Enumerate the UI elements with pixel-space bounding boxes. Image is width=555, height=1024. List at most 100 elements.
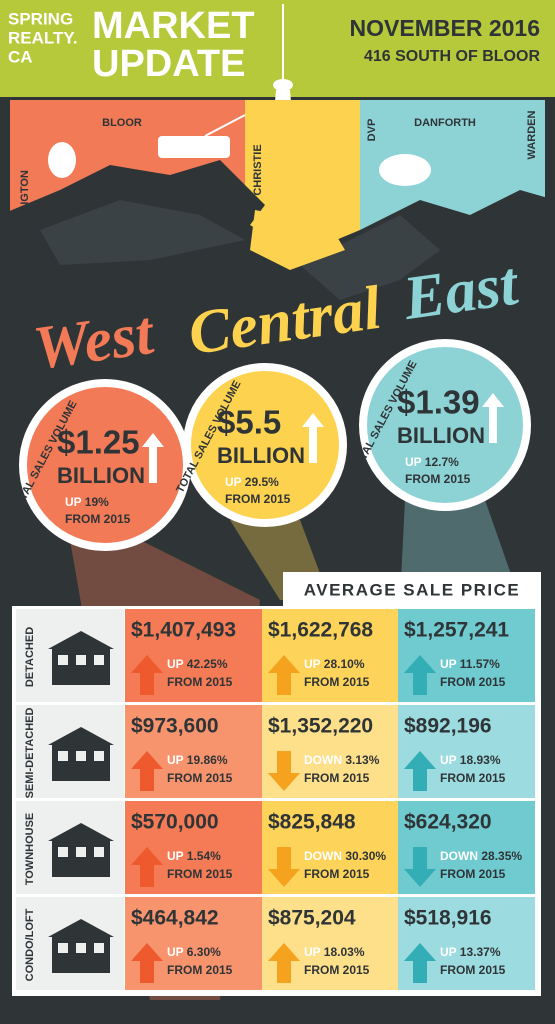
trend-arrow: [404, 751, 436, 791]
street-label: DANFORTH: [414, 117, 476, 129]
streetcar: [158, 136, 230, 158]
direction: UP: [440, 945, 457, 959]
price-since: FROM 2015: [167, 963, 233, 977]
price-change: DOWN 28.35%: [440, 849, 522, 863]
street-label: DVP: [366, 119, 378, 142]
table-title-box: [283, 572, 541, 608]
trend-arrow: [131, 847, 163, 887]
building-icon: [76, 751, 86, 761]
trend-arrow: [404, 847, 436, 887]
street-label: WARDEN: [526, 111, 538, 160]
price-change: DOWN 30.30%: [304, 849, 386, 863]
region-name: West: [29, 299, 158, 383]
map-bay: [250, 210, 345, 270]
trend-arrow: [268, 751, 300, 791]
change: 12.7%: [425, 455, 459, 469]
trend-arrow: [131, 655, 163, 695]
trend-arrow: [131, 943, 163, 983]
date: NOVEMBER 2016: [350, 15, 540, 41]
trend-arrow: [268, 847, 300, 887]
map-east: [360, 100, 545, 230]
building-icon: [52, 839, 110, 877]
price-since: FROM 2015: [167, 867, 233, 881]
trend-arrow: [268, 655, 300, 695]
change: 11.57%: [460, 657, 500, 671]
price-change: UP 28.10%: [304, 657, 365, 671]
change: 18.93%: [460, 753, 501, 767]
change: 28.35%: [481, 849, 522, 863]
direction: DOWN: [304, 753, 342, 767]
direction: UP: [167, 753, 184, 767]
change: 18.03%: [324, 945, 365, 959]
volume-since: FROM 2015: [405, 472, 471, 486]
region-name: East: [398, 250, 523, 334]
price-change: UP 11.57%: [440, 657, 500, 671]
trend-arrow: [302, 413, 324, 463]
change: 13.37%: [460, 945, 501, 959]
price: $875,204: [268, 907, 356, 930]
direction: UP: [304, 945, 321, 959]
table-title: AVERAGE SALE PRICE: [304, 580, 521, 599]
building-icon: [94, 751, 104, 761]
building-icon: [76, 847, 86, 857]
building-icon: [76, 943, 86, 953]
direction: DOWN: [440, 849, 478, 863]
price-change: UP 6.30%: [167, 945, 221, 959]
direction: UP: [167, 657, 184, 671]
volume-amount: $1.25: [57, 424, 140, 461]
price-since: FROM 2015: [167, 675, 233, 689]
volume-unit: BILLION: [397, 423, 485, 448]
price-change: UP 42.25%: [167, 657, 228, 671]
area: 416 SOUTH OF BLOOR: [364, 48, 540, 65]
volume-since: FROM 2015: [65, 512, 131, 526]
price: $518,916: [404, 907, 492, 930]
price-since: FROM 2015: [440, 963, 506, 977]
volume-circle: [183, 363, 347, 527]
title: MARKET: [92, 5, 255, 47]
price-since: FROM 2015: [167, 771, 233, 785]
direction: UP: [167, 945, 184, 959]
map-hill: [300, 215, 440, 300]
row-label: CONDO/LOFT: [24, 908, 36, 981]
streetcar-pole: [204, 114, 246, 137]
title: UPDATE: [92, 43, 245, 85]
price-since: FROM 2015: [304, 867, 370, 881]
building-icon: [94, 943, 104, 953]
change: 28.10%: [324, 657, 365, 671]
trend-arrow: [142, 433, 164, 483]
direction: UP: [225, 475, 242, 489]
price: $1,257,241: [404, 619, 509, 642]
volume-circle: [359, 339, 531, 511]
building-icon: [58, 847, 68, 857]
map-hill: [40, 200, 245, 265]
building-icon: [58, 655, 68, 665]
change: 3.13%: [345, 753, 379, 767]
street-label: ISLINGTON: [19, 170, 31, 230]
change: 42.25%: [187, 657, 228, 671]
direction: UP: [65, 495, 82, 509]
price-change: UP 18.93%: [440, 753, 501, 767]
building-icon: [52, 647, 110, 685]
price: $1,352,220: [268, 715, 373, 738]
price-change: UP 18.03%: [304, 945, 365, 959]
volume-amount: $5.5: [217, 404, 281, 441]
direction: UP: [405, 455, 422, 469]
trend-arrow: [131, 751, 163, 791]
direction: UP: [440, 753, 457, 767]
price-since: FROM 2015: [440, 771, 506, 785]
price-since: FROM 2015: [440, 867, 506, 881]
price: $825,848: [268, 811, 356, 834]
volume-unit: BILLION: [57, 463, 145, 488]
brand: SPRING: [8, 9, 73, 28]
trend-arrow: [404, 655, 436, 695]
squirrel: [48, 142, 76, 178]
building-icon: [48, 631, 114, 649]
price-change: UP 19.86%: [167, 753, 228, 767]
building-icon: [48, 823, 114, 841]
volume-amount: $1.39: [397, 384, 480, 421]
building-icon: [48, 727, 114, 745]
volume-change: UP 12.7%: [405, 455, 459, 469]
direction: UP: [304, 657, 321, 671]
change: 6.30%: [187, 945, 221, 959]
